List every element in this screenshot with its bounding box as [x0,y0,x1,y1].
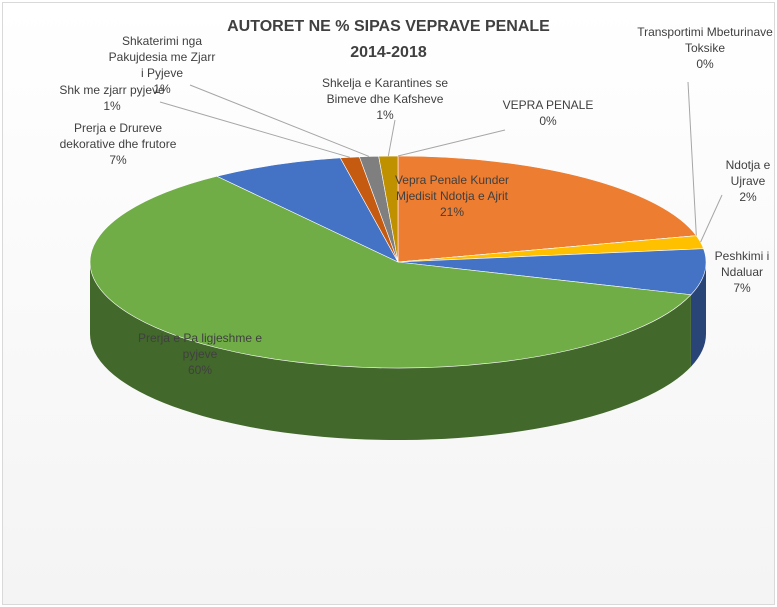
slice-name: Vepra Penale Kunder Mjedisit Ndotja e Aj… [394,173,510,203]
slice-name: Ndotja e Ujrave [725,158,771,188]
data-label: Peshkimi i Ndaluar 7% [706,248,777,296]
chart-subtitle: 2014-2018 [350,44,427,61]
slice [216,157,399,263]
slice-value: 1% [153,82,171,96]
slice-value: 1% [103,99,121,113]
data-label: VEPRA PENALE 0% [493,97,603,129]
data-label: Transportimi Mbeturinave Toksike 0% [630,24,777,72]
data-label: Vepra Penale Kunder Mjedisit Ndotja e Aj… [390,172,515,220]
slice-value: 7% [109,153,127,167]
slice-side [690,262,706,367]
data-label: Shkaterimi nga Pakujdesia me Zjarr i Pyj… [107,33,217,97]
slice-name: Peshkimi i Ndaluar [714,249,770,279]
leader-line [189,84,370,157]
slice-side [89,262,691,441]
slice-name: VEPRA PENALE [502,98,594,112]
data-label: Shkelja e Karantines se Bimeve dhe Kafsh… [320,75,450,123]
data-label: Shk me zjarr pyjeve 1% [42,82,182,114]
slice-value: 1% [376,108,394,122]
slice-name: Prerja e Pa ligjeshme e pyjeve [137,331,263,361]
leader-line [159,101,350,158]
data-label: Prerja e Pa ligjeshme e pyjeve 60% [125,330,275,378]
leader-line [700,194,723,243]
data-label: Ndotja e Ujrave 2% [719,157,777,205]
slice-value: 21% [439,205,465,219]
leader-line [387,119,396,157]
leader-line [397,129,506,157]
slice-name: Shkelja e Karantines se Bimeve dhe Kafsh… [321,76,449,106]
slice [89,175,692,369]
slice [397,155,697,263]
slice-value: 2% [739,190,757,204]
slice-value: 0% [539,114,557,128]
slice-value: 60% [187,363,213,377]
data-label: Prerja e Drureve dekorative dhe frutore 7… [58,120,178,168]
leader-line [687,81,697,236]
slice-value: 0% [696,57,714,71]
chart-title: AUTORET NE % SIPAS VEPRAVE PENALE [227,18,550,35]
slice-name: Shk me zjarr pyjeve [59,83,165,97]
slice-value: 7% [733,281,751,295]
slice-name: Prerja e Drureve dekorative dhe frutore [59,121,177,151]
slice-name: Transportimi Mbeturinave Toksike [637,25,773,55]
slice [397,248,707,296]
slice-name: Shkaterimi nga Pakujdesia me Zjarr i Pyj… [108,34,216,80]
